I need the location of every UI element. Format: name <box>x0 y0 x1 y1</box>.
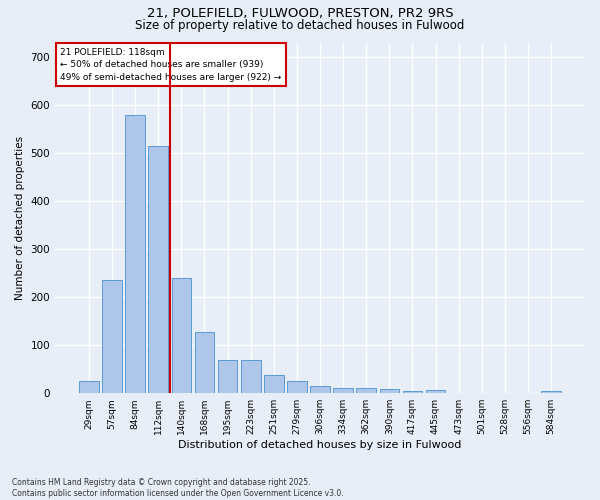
Bar <box>264 375 284 393</box>
Bar <box>541 391 561 393</box>
Bar <box>218 360 238 393</box>
Bar <box>380 390 399 393</box>
Text: Contains HM Land Registry data © Crown copyright and database right 2025.
Contai: Contains HM Land Registry data © Crown c… <box>12 478 344 498</box>
Bar <box>172 278 191 393</box>
Bar <box>356 388 376 393</box>
Bar <box>426 390 445 393</box>
X-axis label: Distribution of detached houses by size in Fulwood: Distribution of detached houses by size … <box>178 440 462 450</box>
Text: 21 POLEFIELD: 118sqm
← 50% of detached houses are smaller (939)
49% of semi-deta: 21 POLEFIELD: 118sqm ← 50% of detached h… <box>61 48 281 82</box>
Text: 21, POLEFIELD, FULWOOD, PRESTON, PR2 9RS: 21, POLEFIELD, FULWOOD, PRESTON, PR2 9RS <box>146 8 454 20</box>
Bar <box>148 146 168 393</box>
Bar <box>287 381 307 393</box>
Bar <box>310 386 330 393</box>
Bar <box>241 360 260 393</box>
Bar <box>334 388 353 393</box>
Bar <box>194 332 214 393</box>
Bar <box>79 381 99 393</box>
Text: Size of property relative to detached houses in Fulwood: Size of property relative to detached ho… <box>136 18 464 32</box>
Bar <box>102 280 122 393</box>
Y-axis label: Number of detached properties: Number of detached properties <box>15 136 25 300</box>
Bar <box>125 114 145 393</box>
Bar <box>403 391 422 393</box>
